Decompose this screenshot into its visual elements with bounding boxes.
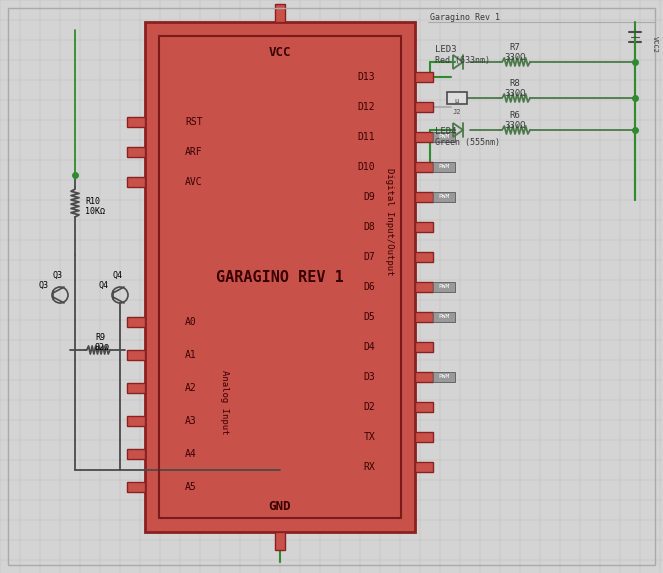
Text: PWM: PWM [438, 164, 450, 170]
Text: A3: A3 [185, 416, 197, 426]
Bar [275, 532, 285, 550]
Bar [415, 462, 433, 472]
Bar [433, 312, 455, 322]
Bar [415, 162, 433, 172]
Text: D13: D13 [357, 72, 375, 82]
Bar [145, 22, 415, 532]
Text: A2: A2 [185, 383, 197, 393]
Text: VCC: VCC [269, 45, 291, 58]
Bar [415, 282, 433, 292]
Text: Red (633nm): Red (633nm) [435, 56, 490, 65]
Text: Garagino Rev 1: Garagino Rev 1 [430, 14, 500, 22]
Bar [275, 4, 285, 22]
Text: μ: μ [455, 98, 459, 104]
Text: J2: J2 [453, 109, 461, 115]
Text: R8: R8 [510, 79, 520, 88]
Bar [415, 192, 433, 202]
Text: Q4: Q4 [99, 281, 109, 289]
Text: A4: A4 [185, 449, 197, 459]
Bar [433, 132, 455, 142]
Text: PWM: PWM [438, 285, 450, 289]
Text: Digital Input/Output: Digital Input/Output [385, 168, 394, 276]
Bar [127, 416, 145, 426]
Bar [415, 402, 433, 412]
Text: D11: D11 [357, 132, 375, 142]
Text: RX: RX [363, 462, 375, 472]
Text: D5: D5 [363, 312, 375, 322]
Text: D6: D6 [363, 282, 375, 292]
Bar [415, 132, 433, 142]
Text: 330Ω: 330Ω [505, 88, 526, 97]
Text: R7: R7 [510, 42, 520, 52]
Bar [159, 36, 401, 518]
Text: RST: RST [185, 117, 203, 127]
Text: R6: R6 [510, 111, 520, 120]
Text: 10KΩ: 10KΩ [85, 206, 105, 215]
Bar [127, 449, 145, 459]
Text: Green (555nm): Green (555nm) [435, 138, 500, 147]
Bar [415, 222, 433, 232]
Bar [415, 372, 433, 382]
Text: Q4: Q4 [113, 270, 123, 280]
Text: VCC2: VCC2 [652, 37, 658, 53]
Text: R9: R9 [95, 333, 105, 343]
Bar [127, 482, 145, 492]
Text: A0: A0 [185, 317, 197, 327]
Bar [415, 252, 433, 262]
Text: D4: D4 [363, 342, 375, 352]
Text: D2: D2 [363, 402, 375, 412]
Text: 82Ω: 82Ω [95, 343, 110, 352]
Text: D7: D7 [363, 252, 375, 262]
Text: R10: R10 [85, 197, 100, 206]
Bar [127, 317, 145, 327]
Text: GND: GND [269, 500, 291, 513]
Bar [415, 432, 433, 442]
Bar [433, 282, 455, 292]
Text: TX: TX [363, 432, 375, 442]
Bar [127, 117, 145, 127]
Bar [127, 350, 145, 360]
Text: PWM: PWM [438, 135, 450, 139]
Text: D3: D3 [363, 372, 375, 382]
Bar [433, 162, 455, 172]
Bar [433, 372, 455, 382]
Text: ARF: ARF [185, 147, 203, 157]
Bar [447, 92, 467, 104]
Text: LED3: LED3 [435, 45, 457, 54]
Text: Q3: Q3 [39, 281, 49, 289]
Bar [127, 383, 145, 393]
Text: D9: D9 [363, 192, 375, 202]
Bar [127, 147, 145, 157]
Text: PWM: PWM [438, 315, 450, 320]
Text: D12: D12 [357, 102, 375, 112]
Text: LED4: LED4 [435, 128, 457, 136]
Bar [433, 192, 455, 202]
Text: PWM: PWM [438, 194, 450, 199]
Text: A5: A5 [185, 482, 197, 492]
Text: AVC: AVC [185, 177, 203, 187]
Text: GARAGINO REV 1: GARAGINO REV 1 [216, 269, 344, 285]
Text: A1: A1 [185, 350, 197, 360]
Text: 330Ω: 330Ω [505, 120, 526, 129]
Text: PWM: PWM [438, 375, 450, 379]
Text: 330Ω: 330Ω [505, 53, 526, 61]
Bar [415, 72, 433, 82]
Bar [415, 102, 433, 112]
Text: Q3: Q3 [53, 270, 63, 280]
Bar [127, 177, 145, 187]
Text: D10: D10 [357, 162, 375, 172]
Bar [415, 312, 433, 322]
Bar [415, 342, 433, 352]
Text: Analog Input: Analog Input [221, 370, 229, 434]
Text: D8: D8 [363, 222, 375, 232]
